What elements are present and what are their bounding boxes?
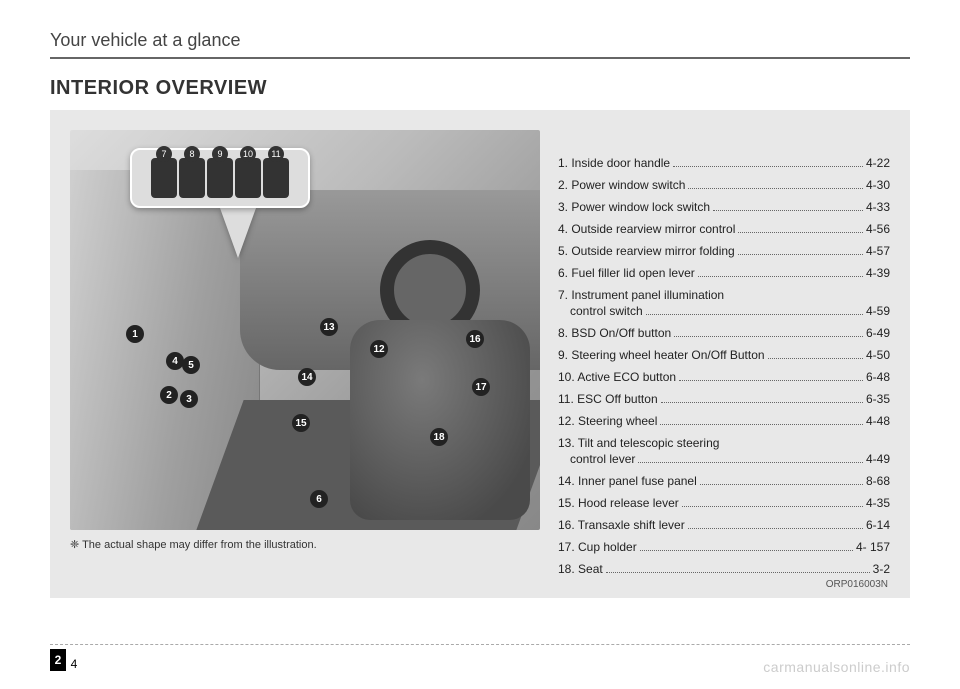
callout-number: 17 bbox=[472, 378, 490, 396]
list-item: 5. Outside rearview mirror folding 4-57 bbox=[558, 244, 890, 258]
callout-number: 12 bbox=[370, 340, 388, 358]
list-item: 6. Fuel filler lid open lever 4-39 bbox=[558, 266, 890, 280]
inset-callout-number: 9 bbox=[212, 146, 228, 162]
list-item: 18. Seat 3-2 bbox=[558, 562, 890, 576]
item-page: 3-2 bbox=[873, 562, 890, 576]
item-label: 2. Power window switch bbox=[558, 178, 685, 192]
item-label: 5. Outside rearview mirror folding bbox=[558, 244, 735, 258]
item-page: 4-59 bbox=[866, 304, 890, 318]
item-label: 17. Cup holder bbox=[558, 540, 637, 554]
callout-number: 13 bbox=[320, 318, 338, 336]
list-item: 12. Steering wheel 4-48 bbox=[558, 414, 890, 428]
callout-number: 6 bbox=[310, 490, 328, 508]
item-page: 6-35 bbox=[866, 392, 890, 406]
inset-button: 9 bbox=[207, 158, 233, 198]
list-item: 14. Inner panel fuse panel 8-68 bbox=[558, 474, 890, 488]
list-item-sub: control switch 4-59 bbox=[558, 304, 890, 318]
item-page: 4-48 bbox=[866, 414, 890, 428]
inset-callout-number: 7 bbox=[156, 146, 172, 162]
item-label: 3. Power window lock switch bbox=[558, 200, 710, 214]
footer-rule bbox=[50, 644, 910, 645]
item-label: 9. Steering wheel heater On/Off Button bbox=[558, 348, 765, 362]
inset-button: 8 bbox=[179, 158, 205, 198]
item-label: 7. Instrument panel illumination bbox=[558, 288, 724, 302]
item-page: 8-68 bbox=[866, 474, 890, 488]
item-label: 10. Active ECO button bbox=[558, 370, 676, 384]
list-item-sub: control lever 4-49 bbox=[558, 452, 890, 466]
item-page: 4-33 bbox=[866, 200, 890, 214]
item-label: 13. Tilt and telescopic steering bbox=[558, 436, 719, 450]
list-item: 3. Power window lock switch 4-33 bbox=[558, 200, 890, 214]
content-box: 7891011 14523131214156161718 ❈ The actua… bbox=[50, 110, 910, 598]
page-number: 2 4 bbox=[50, 649, 82, 671]
item-label: 18. Seat bbox=[558, 562, 603, 576]
callout-number: 2 bbox=[160, 386, 178, 404]
list-item: 7. Instrument panel illumination bbox=[558, 288, 890, 302]
list-item: 10. Active ECO button 6-48 bbox=[558, 370, 890, 384]
item-page: 4-50 bbox=[866, 348, 890, 362]
item-page: 4-22 bbox=[866, 156, 890, 170]
interior-illustration: 7891011 14523131214156161718 bbox=[70, 130, 540, 530]
callout-number: 18 bbox=[430, 428, 448, 446]
inset-callout-number: 11 bbox=[268, 146, 284, 162]
list-item: 4. Outside rearview mirror control 4-56 bbox=[558, 222, 890, 236]
list-item: 9. Steering wheel heater On/Off Button 4-… bbox=[558, 348, 890, 362]
callout-number: 3 bbox=[180, 390, 198, 408]
item-page: 4-35 bbox=[866, 496, 890, 510]
item-label: 6. Fuel filler lid open lever bbox=[558, 266, 695, 280]
callout-number: 1 bbox=[126, 325, 144, 343]
list-item: 15. Hood release lever 4-35 bbox=[558, 496, 890, 510]
item-page: 4-49 bbox=[866, 452, 890, 466]
inset-button: 11 bbox=[263, 158, 289, 198]
callout-number: 16 bbox=[466, 330, 484, 348]
list-item: 2. Power window switch 4-30 bbox=[558, 178, 890, 192]
inset-callout-number: 8 bbox=[184, 146, 200, 162]
item-page: 6-48 bbox=[866, 370, 890, 384]
page-number-value: 4 bbox=[66, 657, 82, 671]
item-label: 16. Transaxle shift lever bbox=[558, 518, 685, 532]
header-rule bbox=[50, 57, 910, 59]
item-label: 8. BSD On/Off button bbox=[558, 326, 671, 340]
item-list: 1. Inside door handle 4-22 2. Power window… bbox=[558, 130, 890, 584]
section-number: 2 bbox=[50, 649, 66, 671]
item-label: 1. Inside door handle bbox=[558, 156, 670, 170]
inset-button: 10 bbox=[235, 158, 261, 198]
item-label: 12. Steering wheel bbox=[558, 414, 657, 428]
item-page: 4- 157 bbox=[856, 540, 890, 554]
section-title: INTERIOR OVERVIEW bbox=[50, 77, 910, 100]
item-label: 14. Inner panel fuse panel bbox=[558, 474, 697, 488]
illustration-code: ORP016003N bbox=[28, 579, 888, 590]
callout-number: 15 bbox=[292, 414, 310, 432]
callout-number: 5 bbox=[182, 356, 200, 374]
control-panel-inset: 7891011 bbox=[130, 148, 310, 208]
item-page: 4-56 bbox=[866, 222, 890, 236]
callout-number: 4 bbox=[166, 352, 184, 370]
item-page: 6-49 bbox=[866, 326, 890, 340]
list-item: 16. Transaxle shift lever 6-14 bbox=[558, 518, 890, 532]
list-item: 1. Inside door handle 4-22 bbox=[558, 156, 890, 170]
item-page: 6-14 bbox=[866, 518, 890, 532]
item-sublabel: control lever bbox=[570, 452, 635, 466]
item-label: 4. Outside rearview mirror control bbox=[558, 222, 735, 236]
item-label: 15. Hood release lever bbox=[558, 496, 679, 510]
illustration-note: ❈ The actual shape may differ from the i… bbox=[70, 538, 540, 551]
chapter-title: Your vehicle at a glance bbox=[50, 30, 910, 55]
list-item: 8. BSD On/Off button 6-49 bbox=[558, 326, 890, 340]
inset-callout-number: 10 bbox=[240, 146, 256, 162]
list-item: 17. Cup holder 4- 157 bbox=[558, 540, 890, 554]
item-label: 11. ESC Off button bbox=[558, 392, 658, 406]
list-item: 13. Tilt and telescopic steering bbox=[558, 436, 890, 450]
list-item: 11. ESC Off button 6-35 bbox=[558, 392, 890, 406]
item-sublabel: control switch bbox=[570, 304, 643, 318]
item-page: 4-30 bbox=[866, 178, 890, 192]
item-page: 4-39 bbox=[866, 266, 890, 280]
inset-button: 7 bbox=[151, 158, 177, 198]
item-page: 4-57 bbox=[866, 244, 890, 258]
callout-number: 14 bbox=[298, 368, 316, 386]
watermark: carmanualsonline.info bbox=[763, 659, 910, 675]
